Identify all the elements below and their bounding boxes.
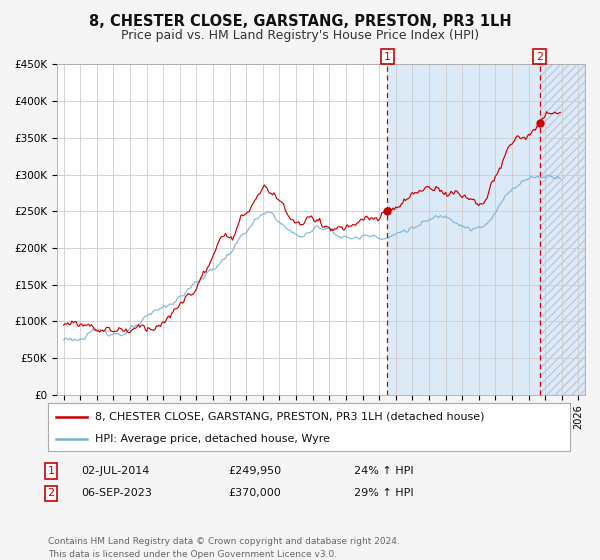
Text: 02-JUL-2014: 02-JUL-2014 (81, 466, 149, 476)
Text: Price paid vs. HM Land Registry's House Price Index (HPI): Price paid vs. HM Land Registry's House … (121, 29, 479, 42)
Text: 2: 2 (536, 52, 543, 62)
Text: £370,000: £370,000 (228, 488, 281, 498)
Bar (388, 64, 539, 395)
Text: 24% ↑ HPI: 24% ↑ HPI (354, 466, 413, 476)
Text: HPI: Average price, detached house, Wyre: HPI: Average price, detached house, Wyre (95, 434, 330, 444)
Text: 29% ↑ HPI: 29% ↑ HPI (354, 488, 413, 498)
Text: 1: 1 (384, 52, 391, 62)
Text: £249,950: £249,950 (228, 466, 281, 476)
Text: Contains HM Land Registry data © Crown copyright and database right 2024.
This d: Contains HM Land Registry data © Crown c… (48, 538, 400, 559)
Text: 2: 2 (47, 488, 55, 498)
Bar (539, 64, 585, 395)
Text: 1: 1 (47, 466, 55, 476)
Text: 06-SEP-2023: 06-SEP-2023 (81, 488, 152, 498)
Text: 8, CHESTER CLOSE, GARSTANG, PRESTON, PR3 1LH: 8, CHESTER CLOSE, GARSTANG, PRESTON, PR3… (89, 14, 511, 29)
Text: 8, CHESTER CLOSE, GARSTANG, PRESTON, PR3 1LH (detached house): 8, CHESTER CLOSE, GARSTANG, PRESTON, PR3… (95, 412, 484, 422)
